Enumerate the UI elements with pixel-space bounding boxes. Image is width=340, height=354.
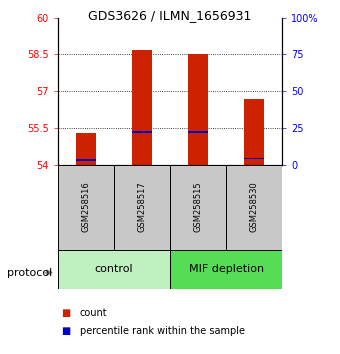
Bar [76, 159, 96, 161]
Text: protocol: protocol [7, 268, 52, 278]
Bar [132, 50, 152, 165]
Text: ■: ■ [61, 308, 70, 318]
Bar [170, 165, 226, 250]
Text: GSM258515: GSM258515 [193, 182, 203, 233]
Text: percentile rank within the sample: percentile rank within the sample [80, 326, 245, 336]
Bar [244, 98, 264, 165]
Bar [76, 133, 96, 165]
Text: GDS3626 / ILMN_1656931: GDS3626 / ILMN_1656931 [88, 9, 252, 22]
Text: MIF depletion: MIF depletion [189, 264, 264, 274]
Bar [244, 158, 264, 159]
Bar [114, 165, 170, 250]
Text: GSM258530: GSM258530 [250, 182, 259, 233]
Bar [226, 165, 282, 250]
Bar [170, 250, 282, 289]
Text: GSM258516: GSM258516 [81, 182, 90, 233]
Text: control: control [95, 264, 133, 274]
Bar [132, 131, 152, 132]
Bar [58, 165, 114, 250]
Bar [188, 131, 208, 132]
Text: count: count [80, 308, 107, 318]
Bar [58, 250, 170, 289]
Text: ■: ■ [61, 326, 70, 336]
Text: GSM258517: GSM258517 [137, 182, 147, 233]
Bar [188, 55, 208, 165]
